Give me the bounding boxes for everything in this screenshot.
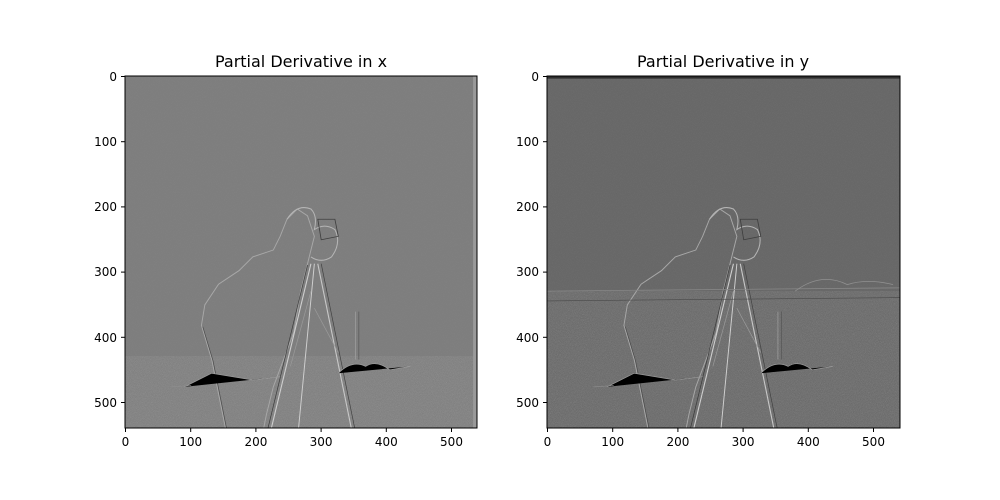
x-tick-label: 500 bbox=[862, 435, 885, 449]
x-axis-ticks: 0 100 200 300 400 500 bbox=[544, 428, 885, 449]
y-tick-label: 0 bbox=[109, 70, 117, 84]
x-tick-label: 200 bbox=[666, 435, 689, 449]
panel-title: Partial Derivative in x bbox=[215, 52, 387, 71]
panel-partial-x: Partial Derivative in x 0 100 200 300 40… bbox=[94, 52, 478, 449]
x-tick-label: 100 bbox=[179, 435, 202, 449]
y-tick-label: 300 bbox=[516, 265, 539, 279]
y-tick-label: 400 bbox=[94, 331, 117, 345]
y-tick-label: 400 bbox=[516, 331, 539, 345]
x-tick-label: 0 bbox=[544, 435, 552, 449]
x-tick-label: 300 bbox=[310, 435, 333, 449]
y-tick-label: 100 bbox=[94, 135, 117, 149]
y-axis-ticks: 0 100 200 300 400 500 bbox=[516, 70, 547, 410]
y-tick-label: 0 bbox=[531, 70, 539, 84]
x-tick-label: 100 bbox=[601, 435, 624, 449]
x-tick-label: 400 bbox=[797, 435, 820, 449]
x-tick-label: 500 bbox=[440, 435, 463, 449]
axes-frame bbox=[124, 75, 478, 429]
y-tick-label: 100 bbox=[516, 135, 539, 149]
y-tick-label: 500 bbox=[516, 396, 539, 410]
x-tick-label: 400 bbox=[375, 435, 398, 449]
panel-title: Partial Derivative in y bbox=[637, 52, 809, 71]
gradient-image-y bbox=[547, 76, 900, 428]
y-tick-label: 300 bbox=[94, 265, 117, 279]
y-tick-label: 200 bbox=[516, 200, 539, 214]
y-tick-label: 200 bbox=[94, 200, 117, 214]
y-axis-ticks: 0 100 200 300 400 500 bbox=[94, 70, 125, 410]
x-tick-label: 300 bbox=[732, 435, 755, 449]
x-tick-label: 0 bbox=[122, 435, 130, 449]
panel-partial-y: Partial Derivative in y 0 100 200 300 40… bbox=[516, 52, 901, 449]
x-tick-label: 200 bbox=[244, 435, 267, 449]
axes-frame bbox=[546, 75, 901, 429]
x-axis-ticks: 0 100 200 300 400 500 bbox=[122, 428, 463, 449]
y-tick-label: 500 bbox=[94, 396, 117, 410]
gradient-image-x bbox=[125, 76, 477, 428]
